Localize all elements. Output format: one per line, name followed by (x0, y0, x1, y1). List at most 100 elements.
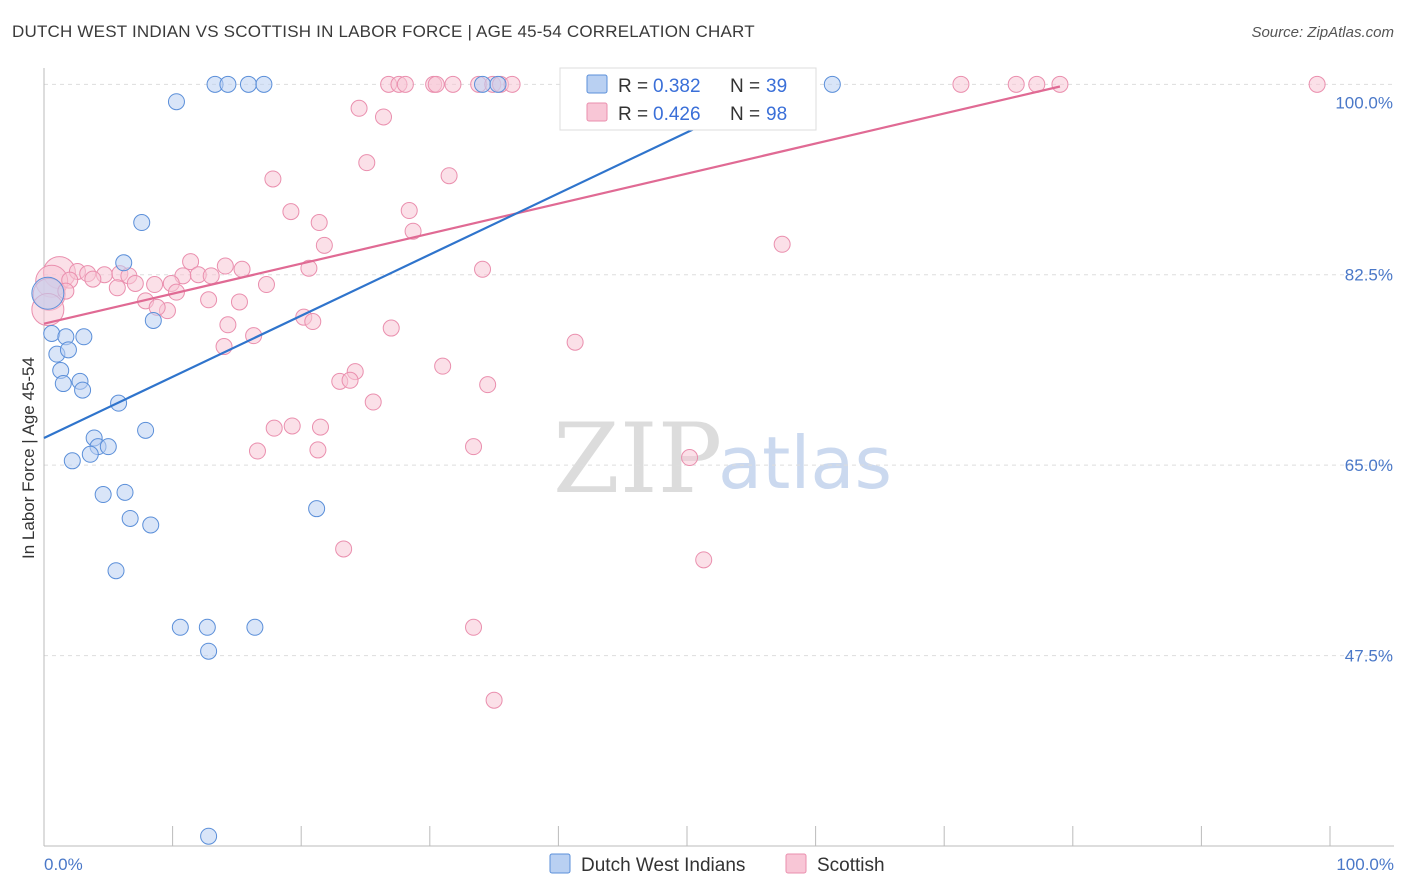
legend-r-value: 0.382 (653, 76, 701, 97)
scottish-trend-line (43, 85, 1061, 325)
watermark: ZIP atlas (553, 403, 892, 515)
dutch-west-indian-point (107, 562, 125, 580)
scottish-point (282, 203, 300, 221)
y-tick-label: 47.5% (1345, 647, 1393, 666)
legend-n-value: 39 (766, 76, 787, 97)
scottish-point (566, 333, 584, 351)
scottish-point (465, 618, 483, 636)
scottish-point (474, 260, 492, 278)
dutch-west-indian-trend-line (43, 85, 784, 439)
dutch-west-indian-point (31, 276, 65, 310)
scottish-point (1051, 75, 1069, 93)
scottish-point (485, 691, 503, 709)
scottish-point (681, 449, 699, 467)
scottish-points (31, 75, 1326, 709)
scottish-point (264, 170, 282, 188)
series-legend: Dutch West Indians Scottish (549, 853, 885, 876)
dutch-west-indian-point (63, 452, 81, 470)
dutch-west-indian-point (43, 324, 61, 342)
y-tick-label: 65.0% (1345, 456, 1393, 475)
scottish-point (341, 371, 359, 389)
scottish-point (265, 419, 283, 437)
dutch-west-indian-point (137, 421, 155, 439)
dutch-west-indian-point (167, 93, 185, 111)
dutch-west-indian-points (31, 75, 841, 845)
scottish-point (396, 75, 414, 93)
series-legend-label-blue: Dutch West Indians (581, 855, 745, 876)
dutch-west-indian-point (116, 483, 134, 501)
scottish-point (146, 276, 164, 294)
scottish-point (479, 376, 497, 394)
scottish-point (695, 551, 713, 569)
dutch-west-indian-point (474, 75, 492, 93)
series-legend-swatch-pink (785, 853, 807, 874)
dutch-west-indian-point (200, 642, 218, 660)
scottish-point (304, 313, 322, 331)
y-tick-label: 82.5% (1345, 266, 1393, 285)
scottish-point (400, 202, 418, 220)
x-ticks (172, 826, 1331, 846)
dutch-west-indian-point (74, 381, 92, 399)
scottish-point (182, 253, 200, 271)
scottish-point (230, 293, 248, 311)
scottish-point (311, 418, 329, 436)
dutch-west-indian-point (121, 509, 139, 527)
scottish-point (350, 99, 368, 117)
series-legend-label-pink: Scottish (817, 855, 885, 876)
scottish-point (434, 357, 452, 375)
legend-swatch-pink (586, 102, 608, 122)
axes (43, 68, 1394, 847)
scottish-point (310, 214, 328, 232)
dutch-west-indian-point (133, 214, 151, 232)
scottish-point (84, 270, 102, 288)
scottish-point (315, 236, 333, 254)
dutch-west-indian-point (239, 75, 257, 93)
legend-n-label: N = (730, 104, 760, 125)
trend-lines (43, 85, 1061, 439)
scottish-point (444, 75, 462, 93)
scottish-point (300, 259, 318, 277)
chart-title: DUTCH WEST INDIAN VS SCOTTISH IN LABOR F… (12, 22, 755, 41)
series-legend-swatch-blue (549, 853, 571, 874)
scottish-point (952, 75, 970, 93)
scottish-point (108, 279, 126, 297)
legend-n-value: 98 (766, 104, 787, 125)
scottish-point (404, 222, 422, 240)
y-tick-labels: 100.0% 82.5% 65.0% 47.5% (1335, 93, 1393, 665)
scottish-point (233, 260, 251, 278)
dutch-west-indian-point (823, 75, 841, 93)
scottish-point (1308, 75, 1326, 93)
dutch-west-indian-point (219, 75, 237, 93)
chart-source: Source: ZipAtlas.com (1251, 24, 1394, 41)
scottish-point (335, 540, 353, 558)
legend-r-value: 0.426 (653, 104, 701, 125)
scottish-point (126, 274, 144, 292)
dutch-west-indian-point (81, 445, 99, 463)
dutch-west-indian-point (489, 75, 507, 93)
dutch-west-indian-point (94, 486, 112, 504)
watermark-atlas: atlas (718, 421, 892, 505)
legend-r-label: R = (618, 76, 648, 97)
y-axis-title: In Labor Force | Age 45-54 (19, 357, 38, 559)
scottish-point (248, 442, 266, 460)
scottish-point (257, 276, 275, 294)
scottish-point (503, 75, 521, 93)
scottish-point (202, 267, 220, 285)
gridlines (44, 83, 1394, 657)
scottish-point (465, 438, 483, 456)
stats-legend: R = 0.382 N = 39 R = 0.426 N = 98 (559, 67, 817, 131)
dutch-west-indian-point (54, 375, 72, 393)
dutch-west-indian-point (99, 438, 117, 456)
dutch-west-indian-point (142, 516, 160, 534)
scottish-point (309, 441, 327, 459)
dutch-west-indian-point (144, 311, 162, 329)
dutch-west-indian-point (246, 618, 264, 636)
scottish-point (773, 235, 791, 253)
dutch-west-indian-point (59, 341, 77, 359)
legend-r-label: R = (618, 104, 648, 125)
x-tick-label-min: 0.0% (44, 855, 83, 874)
scottish-point (283, 417, 301, 435)
x-tick-label-max: 100.0% (1336, 855, 1394, 874)
legend-swatch-blue (586, 74, 608, 94)
